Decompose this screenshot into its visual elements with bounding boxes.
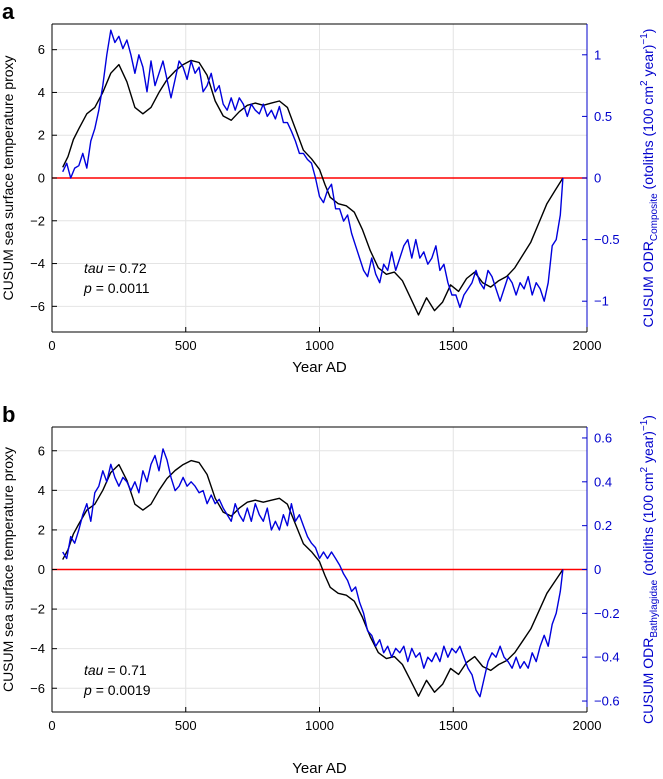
y-tick-label: 0 (38, 562, 45, 577)
odr-series-line (62, 448, 564, 698)
panel-label: a (2, 0, 15, 24)
x-axis-label: Year AD (292, 359, 347, 376)
y2-tick-label: 0 (594, 171, 601, 186)
y2-tick-label: 0 (594, 562, 601, 577)
label-part: −1 (639, 419, 650, 431)
label-part: = 0.71 (107, 662, 147, 678)
y-tick-label: 6 (38, 42, 45, 57)
y2-tick-label: 1 (594, 47, 601, 62)
label-part: = 0.0019 (96, 682, 151, 698)
odr-series-line (62, 29, 564, 309)
y2-axis-label: CUSUM ODRComposite (otoliths (100 cm2 ye… (639, 29, 660, 328)
x-tick-label: 2000 (573, 718, 602, 733)
tau-annotation: tau = 0.72 (84, 260, 147, 276)
label-part: tau (84, 662, 104, 678)
y2-tick-label: −1 (594, 294, 609, 309)
y-tick-label: −6 (30, 681, 45, 696)
y-axis-label: CUSUM sea surface temperature proxy (0, 55, 16, 300)
y-tick-label: 6 (38, 443, 45, 458)
y2-tick-label: −0.4 (594, 650, 620, 665)
label-part: ) (640, 415, 656, 420)
x-tick-label: 0 (48, 718, 55, 733)
label-part: = 0.72 (107, 260, 147, 276)
y-tick-label: −2 (30, 213, 45, 228)
label-part: 2 (639, 80, 650, 86)
y2-tick-label: 0.6 (594, 430, 612, 445)
label-part: −1 (639, 33, 650, 45)
y2-axis-label: CUSUM ODRBathylagidae (otoliths (100 cm2… (639, 415, 660, 724)
panel-a: 0 500 1000 1500 2000 −6 −4 −2 0 2 4 6 −1 −0.5 0 0.5 1 a Ye… (0, 0, 660, 376)
label-part: year) (640, 431, 656, 467)
label-part: Composite (649, 193, 660, 241)
y-axis-label: CUSUM sea surface temperature proxy (0, 447, 16, 692)
y2-tick-label: 0.2 (594, 518, 612, 533)
y2-tick-label: 0.5 (594, 109, 612, 124)
y-tick-label: 2 (38, 128, 45, 143)
y2-tick-label: −0.6 (594, 694, 620, 709)
p-value-annotation: p = 0.0011 (83, 280, 150, 296)
y2-tick-label: 0.4 (594, 474, 612, 489)
y-tick-label: 2 (38, 522, 45, 537)
x-tick-label: 2000 (573, 338, 602, 353)
x-tick-label: 1000 (305, 718, 334, 733)
y-tick-label: 4 (38, 483, 45, 498)
tau-annotation: tau = 0.71 (84, 662, 147, 678)
label-part: (otoliths (100 cm (640, 472, 656, 579)
sst-series-line (62, 59, 564, 316)
label-part: (otoliths (100 cm (640, 86, 656, 193)
label-part: CUSUM ODR (640, 241, 656, 327)
y-tick-label: 4 (38, 85, 45, 100)
x-tick-label: 1500 (439, 338, 468, 353)
y2-tick-label: −0.2 (594, 606, 620, 621)
x-tick-label: 1000 (305, 338, 334, 353)
x-axis-label: Year AD (292, 760, 347, 777)
label-part: year) (640, 45, 656, 81)
label-part: p (83, 280, 92, 296)
y-tick-label: −2 (30, 602, 45, 617)
label-part: 2 (639, 466, 650, 472)
y-tick-label: −4 (30, 641, 45, 656)
panel-label: b (2, 402, 15, 427)
label-part: = 0.0011 (96, 280, 150, 296)
label-part: p (83, 682, 92, 698)
p-value-annotation: p = 0.0019 (83, 682, 151, 698)
y-tick-label: −4 (30, 256, 45, 271)
label-part: tau (84, 260, 104, 276)
label-part: CUSUM ODR (640, 638, 656, 724)
y2-tick-label: −0.5 (594, 232, 620, 247)
y-tick-label: 0 (38, 171, 45, 186)
x-tick-label: 500 (175, 338, 197, 353)
sst-series-line (62, 459, 564, 697)
x-tick-label: 500 (175, 718, 197, 733)
label-part: ) (640, 29, 656, 34)
label-part: Bathylagidae (649, 579, 660, 637)
x-tick-label: 0 (48, 338, 55, 353)
y-tick-label: −6 (30, 299, 45, 314)
x-tick-label: 1500 (439, 718, 468, 733)
panel-b: 0 500 1000 1500 2000 −6 −4 −2 0 2 4 6 −0.6 −0.4 −0.2 0 0… (0, 402, 660, 777)
